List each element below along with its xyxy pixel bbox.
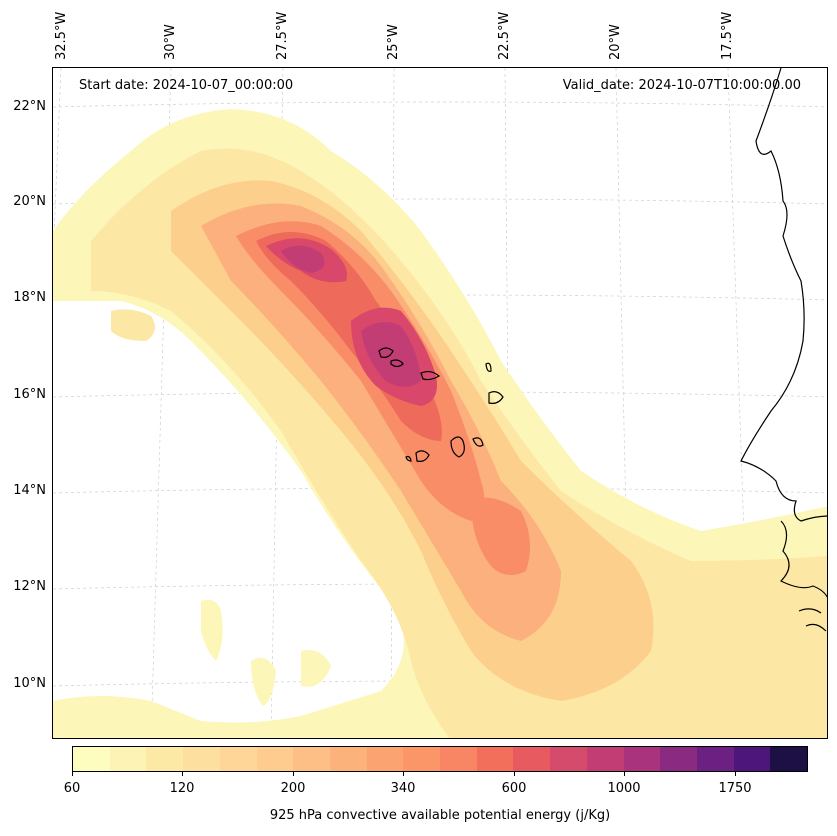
- colorbar-tick: [624, 772, 625, 776]
- colorbar-segment: [513, 747, 551, 771]
- latitude-label: 20°N: [13, 194, 46, 209]
- latitude-label: 22°N: [13, 99, 46, 114]
- colorbar-segment: [696, 747, 734, 771]
- map-panel: Start date: 2024-10-07_00:00:00 Valid_da…: [52, 67, 828, 739]
- latitude-label: 16°N: [13, 387, 46, 402]
- longitude-label: 25°W: [386, 24, 401, 60]
- colorbar-segment: [440, 747, 477, 771]
- colorbar-segment: [623, 747, 661, 771]
- cape-field: [53, 109, 827, 738]
- colorbar-tick-label: 60: [63, 781, 81, 796]
- latitude-label: 14°N: [13, 483, 46, 498]
- colorbar-segment: [146, 747, 184, 771]
- colorbar-segment: [403, 747, 441, 771]
- colorbar-segment: [770, 747, 808, 771]
- colorbar-tick-label: 600: [501, 781, 527, 796]
- colorbar-tick: [72, 772, 73, 776]
- colorbar-segment: [660, 747, 697, 771]
- coastlines: [378, 68, 827, 632]
- colorbar-tick: [514, 772, 515, 776]
- colorbar-tick: [182, 772, 183, 776]
- longitude-label: 30°W: [163, 24, 178, 60]
- colorbar-segment: [366, 747, 404, 771]
- colorbar-tick-label: 200: [280, 781, 306, 796]
- longitude-label: 17.5°W: [720, 11, 735, 60]
- longitude-label: 32.5°W: [54, 11, 69, 60]
- colorbar-tick-label: 120: [169, 781, 195, 796]
- colorbar-tick: [735, 772, 736, 776]
- colorbar-segment: [183, 747, 220, 771]
- start-date-label: Start date: 2024-10-07_00:00:00: [79, 78, 294, 93]
- longitude-label: 20°W: [608, 24, 623, 60]
- valid-date-label: Valid_date: 2024-10-07T10:00:00.00: [562, 78, 801, 93]
- colorbar-tick-label: 1000: [607, 781, 641, 796]
- cape-field-map: [53, 68, 827, 738]
- colorbar-segment: [586, 747, 624, 771]
- colorbar-label: 925 hPa convective available potential e…: [269, 808, 611, 823]
- colorbar-segment: [329, 747, 367, 771]
- latitude-label: 12°N: [13, 579, 46, 594]
- colorbar-tick-label: 340: [390, 781, 416, 796]
- colorbar-segment: [109, 747, 147, 771]
- latitude-label: 18°N: [13, 290, 46, 305]
- colorbar-tick: [293, 772, 294, 776]
- colorbar: [72, 746, 808, 772]
- colorbar-segment: [293, 747, 330, 771]
- colorbar-segment: [733, 747, 771, 771]
- colorbar-tick-label: 1750: [718, 781, 752, 796]
- latitude-label: 10°N: [13, 676, 46, 691]
- colorbar-tick: [403, 772, 404, 776]
- longitude-label: 27.5°W: [275, 11, 290, 60]
- colorbar-segment: [476, 747, 514, 771]
- colorbar-segment: [219, 747, 257, 771]
- longitude-label: 22.5°W: [497, 11, 512, 60]
- colorbar-segment: [256, 747, 294, 771]
- colorbar-segment: [73, 747, 110, 771]
- colorbar-segment: [550, 747, 587, 771]
